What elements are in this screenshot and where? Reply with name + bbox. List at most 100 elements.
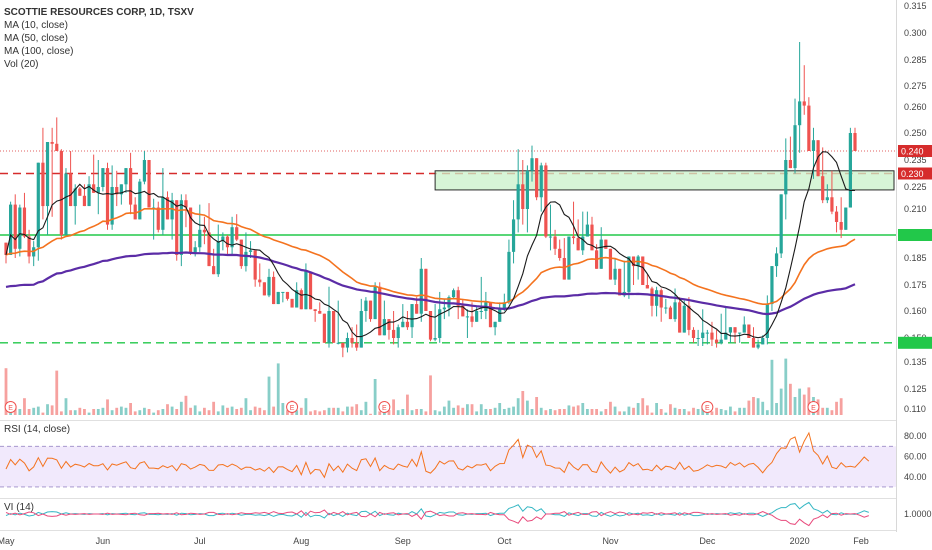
volume-bar <box>479 404 483 415</box>
volume-bar <box>387 410 391 415</box>
volume-bar <box>655 403 658 415</box>
volume-bar <box>244 398 248 415</box>
earnings-marker <box>286 401 299 413</box>
volume-bar <box>576 405 580 415</box>
candle-body <box>571 236 576 239</box>
volume-bar <box>59 411 63 415</box>
price-tick-label: 0.135 <box>904 357 927 367</box>
volume-bar <box>341 411 345 415</box>
candle-body <box>738 332 742 334</box>
price-axis-badge-label: 0.230 <box>901 169 924 179</box>
volume-bar <box>198 411 202 415</box>
candle-body <box>161 197 165 230</box>
x-tick-label: Nov <box>602 536 619 546</box>
volume-bar <box>678 409 682 415</box>
earnings-label: E <box>811 405 816 412</box>
candle-body <box>516 184 520 220</box>
candle-body <box>719 339 723 343</box>
candle-body <box>391 329 396 338</box>
candle-body <box>73 188 77 207</box>
candle-body <box>442 307 446 310</box>
candle-body <box>336 342 340 344</box>
volume-bar <box>189 407 192 415</box>
x-tick-label: Jun <box>96 536 111 546</box>
candle-body <box>590 224 594 251</box>
candle-body <box>839 222 843 230</box>
volume-bar <box>710 411 714 415</box>
volume-bar <box>318 411 322 415</box>
volume-bar <box>50 405 54 415</box>
volume-bar <box>567 405 571 415</box>
volume-bar <box>138 410 142 415</box>
volume-bar <box>687 411 691 415</box>
candle-body <box>678 302 682 333</box>
candle-body <box>456 290 460 306</box>
volume-bar <box>779 388 783 415</box>
volume-bar <box>36 406 40 415</box>
candle-body <box>387 319 391 330</box>
candle-body <box>645 285 649 289</box>
volume-bar <box>525 400 529 415</box>
candle-body <box>230 227 234 248</box>
volume-bar <box>110 410 114 415</box>
candle-body <box>834 211 839 222</box>
x-tick-label: 2020 <box>790 536 810 546</box>
volume-bar <box>313 410 317 415</box>
candle-body <box>728 327 733 333</box>
candle-body <box>548 236 553 238</box>
candle-body <box>78 188 82 196</box>
volume-bar <box>733 411 737 415</box>
candle-body <box>751 338 756 348</box>
candle-body <box>225 236 230 248</box>
volume-bar <box>350 406 354 415</box>
volume-bar <box>770 359 774 415</box>
candle-body <box>258 279 262 283</box>
candle-body <box>821 176 825 201</box>
volume-bar <box>775 403 778 415</box>
candle-body <box>608 248 613 280</box>
candle-body <box>115 187 119 195</box>
candle-body <box>216 241 220 275</box>
candle-body <box>4 242 8 255</box>
candle-body <box>433 338 437 340</box>
volume-bar <box>32 407 36 415</box>
volume-bar <box>558 409 562 415</box>
candle-body <box>327 311 331 343</box>
candle-body <box>281 291 285 293</box>
candle-body <box>156 207 160 230</box>
candle-body <box>248 250 253 252</box>
volume-bar <box>281 403 285 415</box>
candle-body <box>378 286 382 336</box>
candle-body <box>493 321 497 328</box>
candle-body <box>788 160 793 169</box>
candle-body <box>110 187 114 225</box>
candle-body <box>451 290 456 298</box>
candle-body <box>465 316 470 318</box>
x-tick-label: Sep <box>395 536 411 546</box>
volume-bar <box>327 407 331 415</box>
candle-body <box>691 329 696 338</box>
candle-body <box>470 316 474 322</box>
candle-body <box>747 324 751 338</box>
volume-bar <box>821 407 825 415</box>
candle-body <box>373 286 377 320</box>
volume-bar <box>669 404 672 415</box>
volume-bar <box>599 411 603 415</box>
candle-body <box>304 271 308 310</box>
volume-bar <box>106 399 109 415</box>
price-tick-label: 0.160 <box>904 306 927 316</box>
candle-body <box>714 339 719 343</box>
candle-body <box>830 197 834 212</box>
volume-bar <box>729 406 732 415</box>
candle-body <box>475 311 479 322</box>
volume-bar <box>590 409 594 415</box>
volume-bar <box>78 407 82 415</box>
volume-bar <box>304 398 308 415</box>
volume-bar <box>41 412 45 415</box>
candle-body <box>82 195 87 207</box>
candle-body <box>682 305 686 333</box>
volume-bar <box>193 405 197 415</box>
candle-body <box>308 271 313 310</box>
candle-body <box>68 173 73 207</box>
